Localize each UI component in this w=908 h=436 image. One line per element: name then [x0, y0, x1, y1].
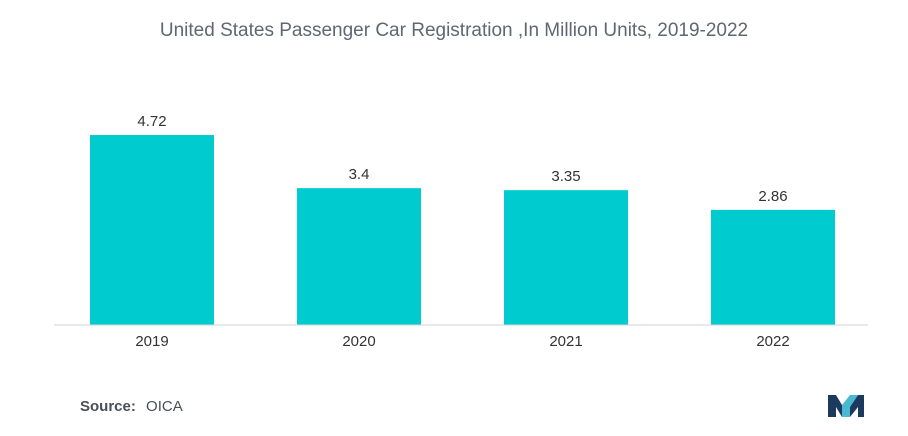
value-label-2021: 3.35	[551, 168, 580, 185]
mordor-intelligence-logo-icon	[828, 395, 864, 417]
bar-2021	[504, 190, 628, 325]
value-label-2020: 3.4	[349, 166, 370, 183]
bar-2019	[90, 135, 214, 325]
x-tick-label-2022: 2022	[756, 333, 789, 350]
x-tick-label-2020: 2020	[342, 333, 375, 350]
logo-middle-stroke	[842, 395, 858, 417]
x-tick-label-2019: 2019	[135, 333, 168, 350]
x-tick-label-2021: 2021	[549, 333, 582, 350]
value-label-2022: 2.86	[758, 188, 787, 205]
source-value: OICA	[146, 398, 183, 415]
logo-right-stroke	[850, 395, 864, 417]
bars-group	[90, 135, 835, 325]
labels-group: 4.72 2019 3.4 2020 3.35 2021 2.86 2022	[135, 113, 789, 350]
bar-2022	[711, 209, 835, 325]
chart-title: United States Passenger Car Registration…	[159, 20, 749, 41]
logo-left-stroke	[828, 395, 842, 417]
source-note: Source: OICA	[80, 398, 183, 415]
value-label-2019: 4.72	[137, 113, 166, 130]
source-label: Source:	[80, 398, 136, 415]
bar-2020	[297, 188, 421, 325]
